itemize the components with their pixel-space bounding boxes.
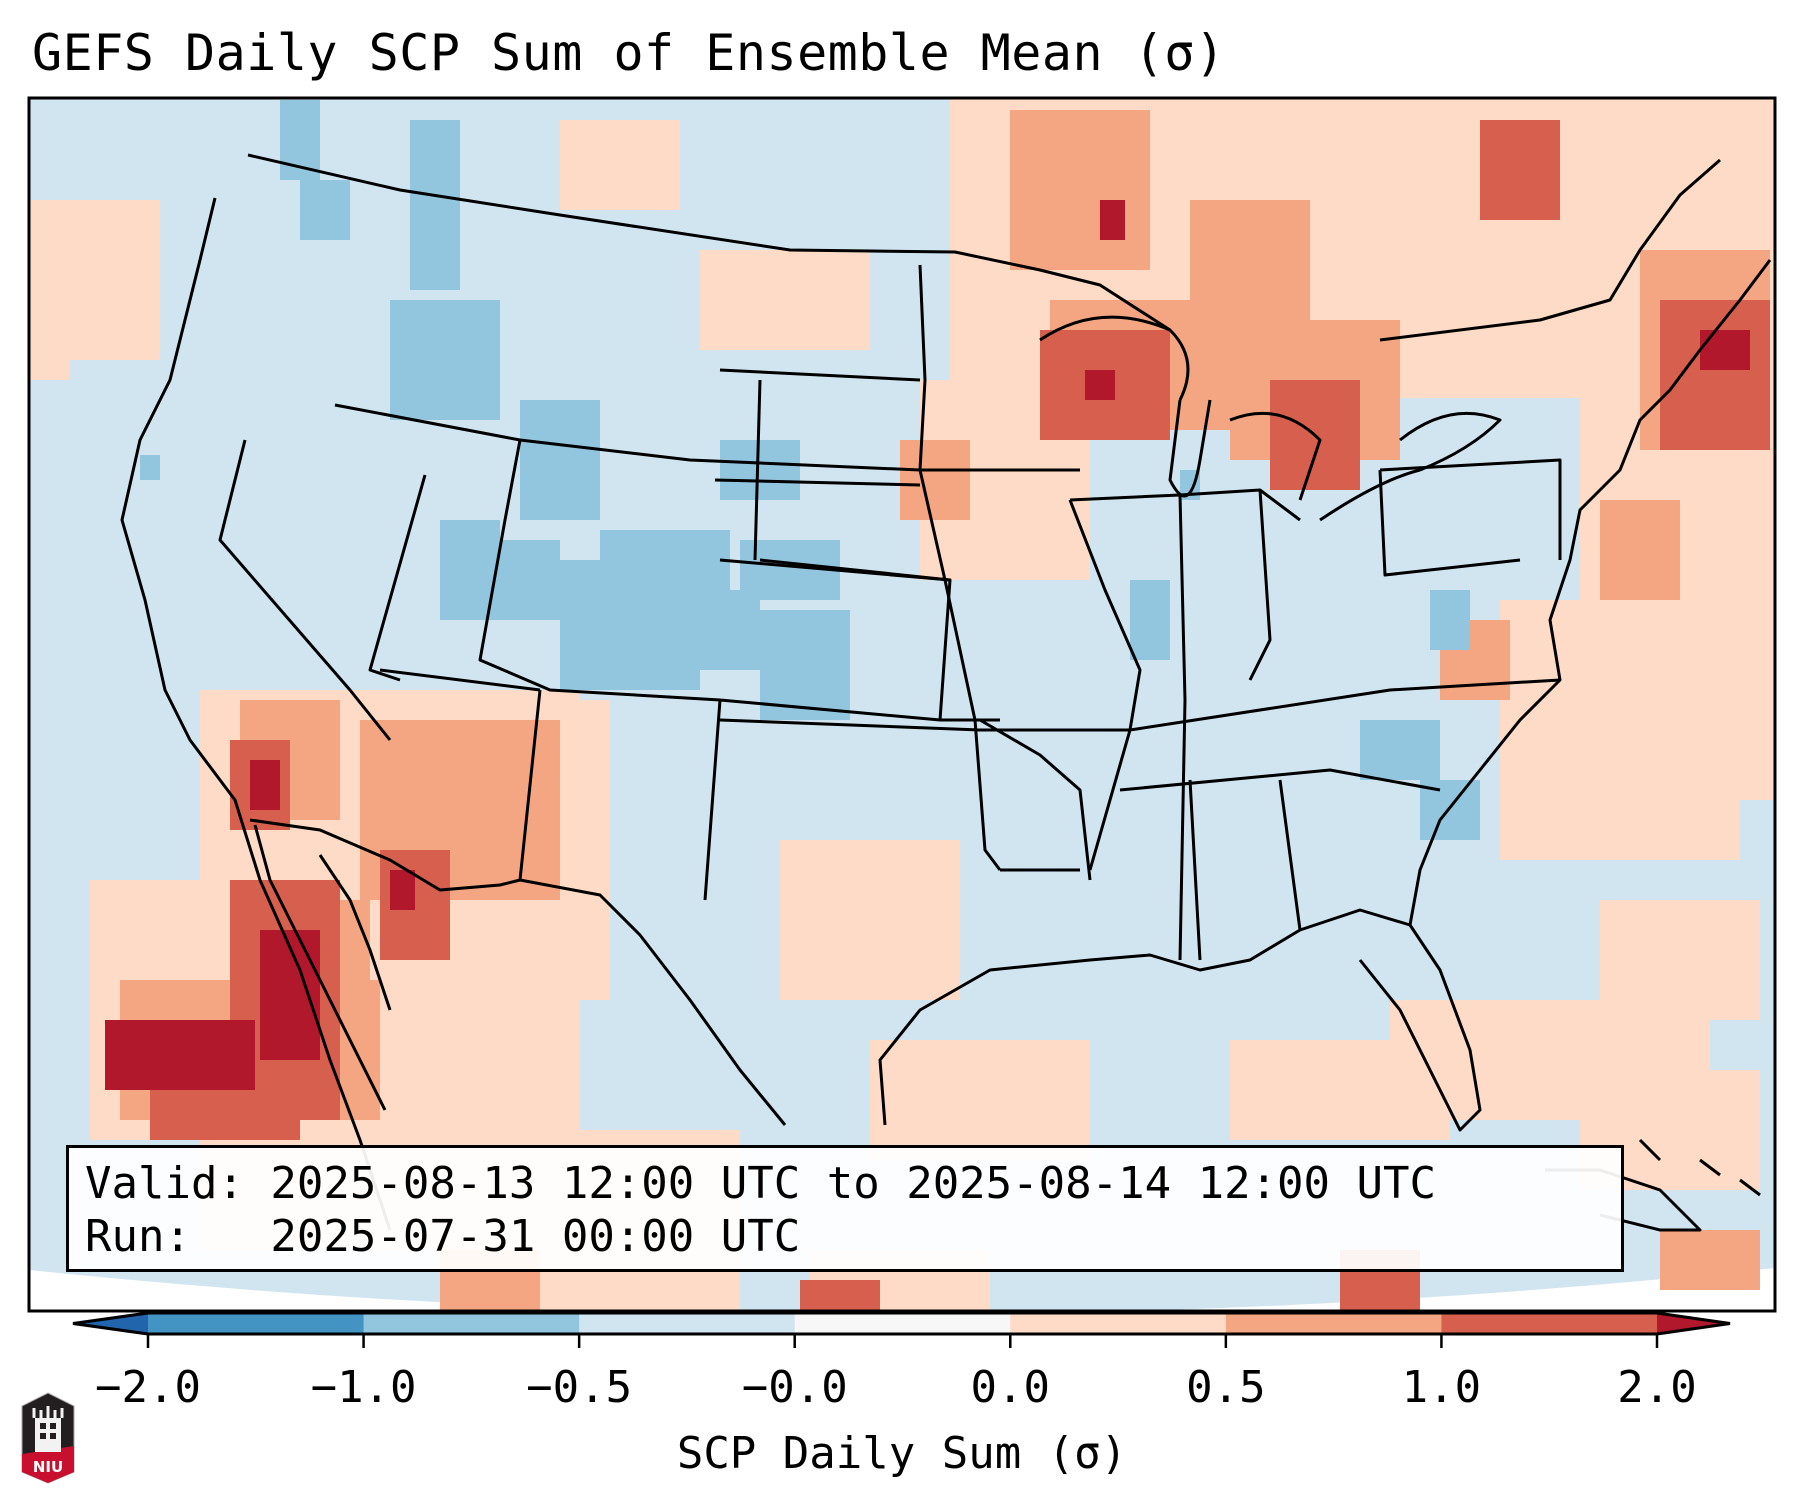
anomaly-cell [390, 300, 500, 420]
anomaly-cell [410, 120, 460, 290]
colorbar-bin [579, 1313, 796, 1334]
niu-logo: NIU [21, 1392, 75, 1484]
west-coast [120, 197, 392, 1231]
anomaly-cell [1360, 720, 1440, 780]
anomaly-cell [390, 870, 415, 910]
anomaly-cell [260, 930, 320, 1060]
cuba-bahamas [1545, 1138, 1761, 1232]
colorbar-tick-label: 1.0 [1401, 1362, 1482, 1413]
anomaly-cell [700, 250, 870, 350]
outside-projection [29, 1268, 1775, 1311]
anomaly-cell [800, 1280, 880, 1311]
florida [1358, 924, 1482, 1132]
anomaly-cell [520, 400, 600, 520]
logo-text: NIU [33, 1458, 63, 1476]
colorbar-tick-label: −1.0 [310, 1362, 417, 1413]
anomaly-cell [500, 540, 560, 620]
chart-title: GEFS Daily SCP Sum of Ensemble Mean (σ) [32, 24, 1226, 82]
anomaly-cell [1130, 580, 1170, 660]
state-lines-central [714, 264, 1130, 881]
anomaly-cell [1500, 600, 1740, 860]
anomaly-cell [560, 120, 680, 210]
colorbar-bin [363, 1313, 580, 1334]
anomaly-cell [1430, 590, 1470, 650]
anomaly-cell [1085, 370, 1115, 400]
colorbar-bin [794, 1313, 1011, 1334]
anomaly-cell [105, 1020, 255, 1090]
colorbar-tick-label: 2.0 [1617, 1362, 1697, 1413]
colorbar-label: SCP Daily Sum (σ) [676, 1428, 1128, 1479]
colorbar-under-triangle [73, 1313, 148, 1334]
anomaly-cell [1100, 200, 1125, 240]
valid-run-info-box: Valid: 2025-08-13 12:00 UTC to 2025-08-1… [66, 1145, 1624, 1272]
colorbar-over-triangle [1657, 1313, 1730, 1334]
colorbar-tick-label: −2.0 [95, 1362, 201, 1413]
anomaly-cell [250, 760, 280, 810]
anomaly-cell [1420, 780, 1480, 840]
colorbar-bin [148, 1313, 365, 1334]
anomaly-cell [1660, 300, 1770, 450]
anomaly-cell [720, 440, 800, 500]
colorbar-tick-label: −0.0 [741, 1362, 848, 1413]
anomaly-cell [780, 840, 960, 1000]
anomaly-cell [300, 180, 350, 240]
colorbar-tick-label: −0.5 [526, 1362, 633, 1413]
anomaly-cell [140, 455, 160, 480]
map-frame [27, 96, 1777, 1313]
boundaries [120, 153, 1772, 1232]
colorbar-bin [1441, 1313, 1658, 1334]
baja-california [253, 824, 392, 1111]
anomaly-cell [870, 1040, 1090, 1160]
anomaly-cell [1600, 500, 1680, 600]
anomaly-cell [760, 660, 820, 720]
great-lakes [1039, 315, 1502, 522]
run-time-text: Run: 2025-07-31 00:00 UTC [85, 1211, 801, 1262]
gulf-coast [878, 908, 1411, 1126]
anomaly-cell [900, 440, 970, 520]
anomaly-cell [1480, 120, 1560, 220]
anomaly-cell [1700, 330, 1750, 370]
anomaly-cell [30, 320, 70, 380]
anomaly-cell [1010, 110, 1150, 270]
east-coast [1408, 259, 1772, 926]
valid-time-text: Valid: 2025-08-13 12:00 UTC to 2025-08-1… [85, 1158, 1437, 1209]
colorbar-bin [1225, 1313, 1442, 1334]
anomaly-cells [30, 98, 1775, 1311]
anomaly-cell [1660, 1230, 1760, 1290]
colorbar-bin [1010, 1313, 1227, 1334]
colorbar-tick-label: 0.0 [970, 1362, 1051, 1413]
anomaly-cell [1600, 900, 1760, 1020]
canada-us-border [247, 153, 1171, 332]
state-lines-east [1068, 458, 1562, 961]
colorbar-tick-label: 0.5 [1186, 1362, 1266, 1413]
canada-us-border-east [1379, 158, 1721, 342]
anomaly-cell [660, 590, 760, 670]
anomaly-cell [1190, 200, 1310, 320]
